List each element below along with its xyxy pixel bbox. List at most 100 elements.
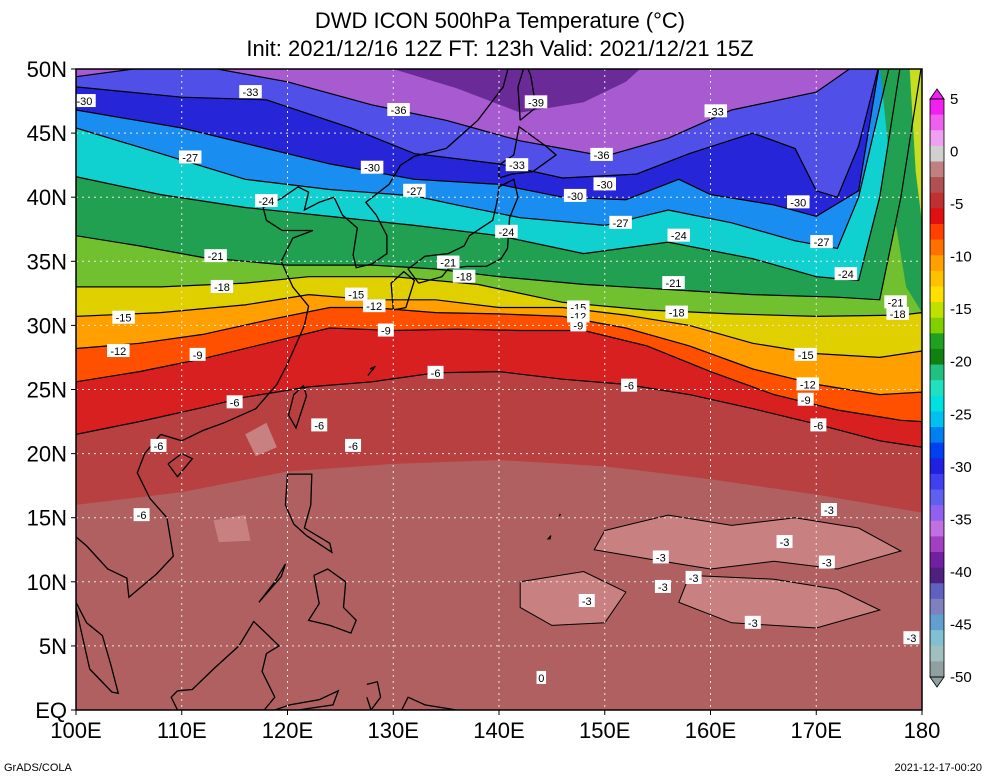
colorbar-swatch <box>930 427 944 444</box>
colorbar-swatch <box>930 286 944 303</box>
colorbar-swatch <box>930 583 944 600</box>
contour-label-bg <box>112 310 135 324</box>
contour-label: -27 <box>182 152 198 164</box>
contour-label: -9 <box>801 395 811 407</box>
contour-label-bg <box>377 323 394 337</box>
colorbar-swatch <box>930 239 944 256</box>
contour-label: -33 <box>509 160 525 172</box>
contour-label: -30 <box>567 191 583 203</box>
coastline <box>367 365 376 376</box>
contour-label: -33 <box>243 87 259 99</box>
contour-label-bg <box>593 177 616 191</box>
contour-label-bg <box>107 344 130 358</box>
contour-label: -36 <box>391 105 407 117</box>
contour-label: -12 <box>110 346 126 358</box>
contour-label: -33 <box>708 106 724 118</box>
contour-label-bg <box>73 94 96 108</box>
contour-label: -24 <box>498 227 514 239</box>
contour-label: -9 <box>573 320 583 332</box>
contour-label-bg <box>563 188 587 202</box>
contour-label-bg <box>189 347 206 361</box>
colorbar-swatch <box>930 505 944 522</box>
contour-label-bg <box>362 299 386 313</box>
coastline <box>258 563 287 603</box>
coastline <box>390 270 416 311</box>
lat-tick-label: 15N <box>27 506 67 531</box>
isotherm-line <box>76 69 851 157</box>
lon-tick-label: 110E <box>157 718 207 743</box>
contour-labels: -30-33-36-39-33-27-30 -33-36-30-27 -30-30-… <box>73 85 920 685</box>
colorbar-swatch <box>930 395 944 412</box>
coastline <box>407 178 519 284</box>
contour-label: -6 <box>624 381 634 393</box>
map-subtitle: Init: 2021/12/16 12Z FT: 123h Valid: 202… <box>246 36 754 61</box>
coastline <box>170 620 281 710</box>
contour-label-bg <box>744 615 761 629</box>
colorbar-swatch <box>930 364 944 381</box>
contour-label: -21 <box>440 258 456 270</box>
colorbar-swatch <box>930 114 944 131</box>
isotherm-line <box>76 327 922 423</box>
contour-label: -6 <box>813 420 823 432</box>
coastline <box>160 69 509 442</box>
contour-label-bg <box>685 570 702 584</box>
contour-label: -24 <box>258 196 274 208</box>
contour-label-bg <box>662 276 685 290</box>
contour-label-bg <box>452 269 476 283</box>
colorbar-label: -40 <box>950 564 972 581</box>
contour-label-bg <box>796 377 820 391</box>
coastline <box>547 535 552 540</box>
coastline <box>76 433 174 599</box>
lon-tick-label: 120E <box>262 718 313 743</box>
colorbar-swatch <box>930 348 944 366</box>
contour-label-bg <box>427 365 444 379</box>
contour-label: -15 <box>348 290 364 302</box>
colorbar-swatch <box>930 473 944 491</box>
coastline <box>401 696 457 710</box>
contour-label: -12 <box>366 301 382 313</box>
colorbar-arrow-bottom <box>929 676 945 688</box>
coastline <box>517 69 537 121</box>
contour-label: -24 <box>838 269 854 281</box>
lat-tick-label: 5N <box>39 634 67 659</box>
contour-label-bg <box>570 318 587 332</box>
contour-label-bg <box>704 104 728 118</box>
contour-label: -30 <box>790 197 806 209</box>
contour-label: -18 <box>669 308 685 320</box>
contour-label: -3 <box>748 618 758 630</box>
field-band <box>76 69 850 157</box>
contour-label-bg <box>239 85 262 99</box>
colorbar-swatch <box>930 458 944 475</box>
contour-label-bg <box>794 347 817 361</box>
contour-label: -30 <box>597 179 613 191</box>
contour-label: -18 <box>890 309 906 321</box>
colorbar-swatch <box>930 317 944 334</box>
colorbar-swatch <box>930 130 944 147</box>
contour-label: -3 <box>907 633 917 645</box>
lon-tick-label: 180 <box>904 718 941 743</box>
isotherm-line <box>76 370 922 448</box>
contour-label: -27 <box>406 186 422 198</box>
contour-label-bg <box>150 438 167 452</box>
contour-label-bg <box>590 147 613 161</box>
lat-tick-label: 30N <box>27 313 67 338</box>
contour-label-bg <box>578 594 595 608</box>
lat-tick-label: 40N <box>27 185 67 210</box>
contour-label: -9 <box>381 326 391 338</box>
contour-label: -6 <box>230 397 240 409</box>
contour-label: -15 <box>798 350 814 362</box>
contour-label: -21 <box>888 297 904 309</box>
contour-label-bg <box>255 194 278 208</box>
latitude-labels: 50N 45N 40N 35N 30N 25N 20N 15N 10N 5N EQ <box>27 57 76 723</box>
colorbar-swatch <box>930 270 944 287</box>
colorbar-label: -5 <box>950 196 963 213</box>
colorbar-swatch <box>930 380 944 397</box>
colorbar-swatch <box>930 411 944 428</box>
colorbar-swatch <box>930 99 944 116</box>
longitude-labels: 100E 110E 120E 130E 140E 150E 160E 170E 180 <box>50 710 940 743</box>
lat-tick-label: 35N <box>27 249 67 274</box>
contour-label: -9 <box>193 350 203 362</box>
isotherm-line <box>593 514 903 570</box>
contour-label: -3 <box>582 596 592 608</box>
isotherm-line <box>76 69 901 282</box>
